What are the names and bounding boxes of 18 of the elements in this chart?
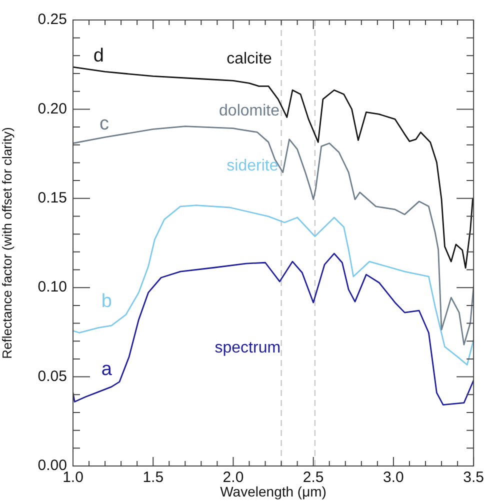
series-label: dolomite xyxy=(219,102,280,120)
y-tick-label: 0.05 xyxy=(38,368,67,385)
x-tick-label: 3.5 xyxy=(463,469,484,486)
series-label: calcite xyxy=(226,50,272,68)
y-tick-label: 0.15 xyxy=(38,190,67,207)
annotation: a xyxy=(101,359,112,380)
y-tick-label: 0.20 xyxy=(38,100,67,118)
x-tick-label: 3.0 xyxy=(383,469,404,486)
text: spectrum xyxy=(214,340,281,357)
annotation: c xyxy=(99,113,109,134)
text: siderite xyxy=(226,158,278,175)
annotation: b xyxy=(101,290,112,312)
y-tick-label: 0.25 xyxy=(38,11,67,28)
y-tick-label: 0.10 xyxy=(38,278,67,296)
x-tick-label: 1.0 xyxy=(62,469,84,486)
x-tick-label: 1.5 xyxy=(142,469,164,486)
y-axis-title: Reflectance factor (with offset for clarity) xyxy=(0,127,14,359)
annotation: d xyxy=(93,45,104,66)
